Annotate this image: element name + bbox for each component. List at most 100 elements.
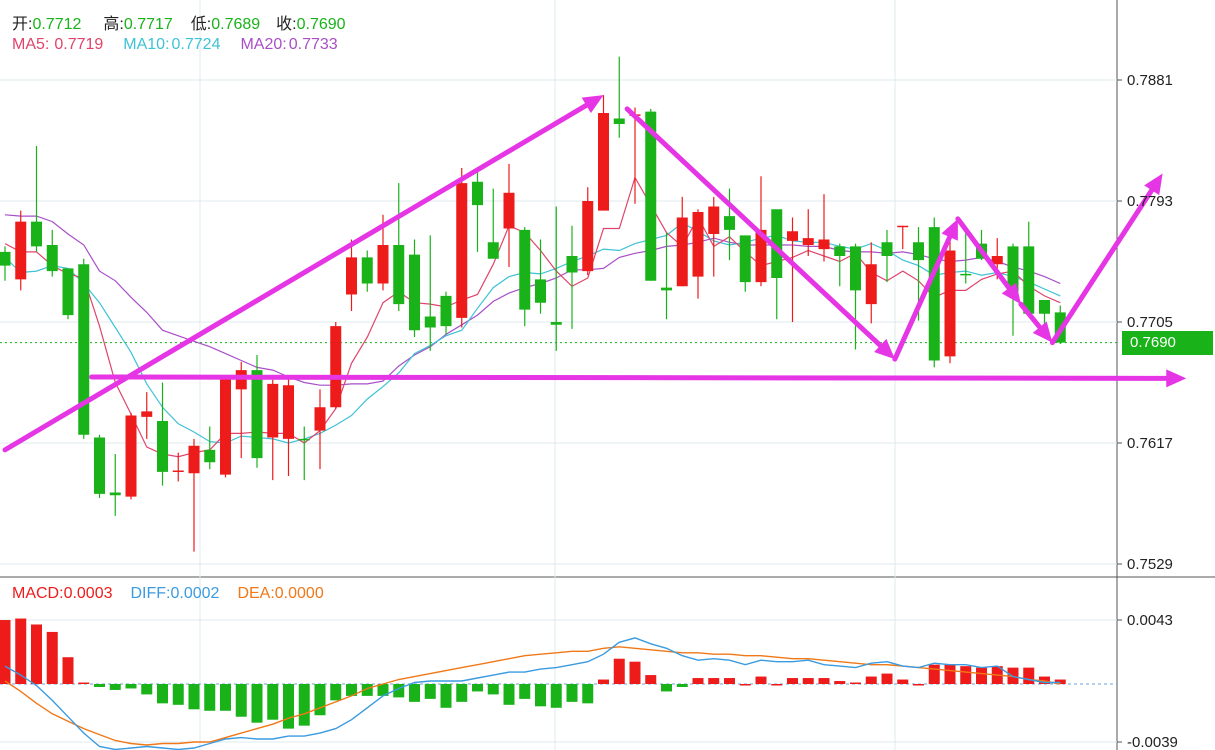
dea-line [4,646,1061,746]
candle-body [188,445,200,474]
macd-bar [393,684,405,698]
macd-bar [629,661,641,684]
macd-bar [928,664,940,684]
candle-body [850,246,861,291]
price-tick-label: 0.7793 [1127,193,1173,210]
candle-body [409,254,420,331]
macd-bar [31,624,42,684]
macd-bar [141,684,153,695]
dea-label: DEA: [237,585,275,602]
candle-body [46,245,58,272]
candle [897,225,909,250]
candle-body [235,370,247,390]
macd-bar [897,679,909,684]
ma-header: MA5: 0.7719 MA10: 0.7724 MA20: 0.7733 [12,36,338,54]
macd-bar [582,684,594,704]
candle [298,426,310,481]
candle [157,382,168,486]
candle [220,375,231,478]
candle [31,146,42,252]
price-axis: 0.7881 0.7793 0.7705 0.7617 0.7529 0.0043 -0.0… [1117,72,1178,750]
macd-bar [535,684,546,707]
candle-body [1007,246,1019,292]
ma20-value: 0.7733 [288,36,338,53]
candle-body [661,287,672,291]
ma10-line [4,222,1061,444]
macd-bar [645,675,657,684]
macd-bar [881,673,893,684]
trend-arrow [955,216,1021,305]
macd-bar [346,684,357,696]
macd-bar [1054,679,1066,684]
arrow-shaft [892,234,953,362]
candle-body [960,273,972,276]
macd-bar [913,684,924,686]
arrow-head [874,338,895,360]
candle [739,235,751,292]
candle-body [109,492,121,496]
candle [708,196,720,277]
macd-bar [976,667,987,684]
high-label: 高: [103,16,124,33]
arrow-head [1032,321,1053,343]
candle [787,217,798,322]
arrow-head [1144,173,1163,196]
candle [283,378,294,476]
candle [78,258,90,439]
macd-tick-label: 0.0043 [1127,612,1173,629]
macd-bar [78,682,90,685]
trend-arrow [2,95,604,453]
candle-body [62,268,74,316]
macd-bar [771,684,783,686]
macd-bar [739,684,751,686]
ma5-line [4,176,1061,458]
moving-average-lines [4,176,1061,458]
macd-histogram [0,618,1066,729]
candle [834,243,846,287]
candle-body [944,250,956,357]
macd-lines [4,637,1061,750]
macd-bar [598,679,609,684]
ohlc-header: 开:0.7712 高:0.7717 低:0.7689 收:0.7690 [12,10,346,34]
candle-body [519,229,531,310]
candle-body [393,245,405,305]
macd-bar [960,666,972,684]
candle-body [708,206,720,234]
low-label: 低: [190,16,212,33]
candle-body [487,242,499,259]
price-tick-label: 0.7617 [1127,435,1173,452]
candle [944,236,956,364]
ma5-label: MA5: [12,36,50,53]
candle-body [692,212,704,277]
macd-bar [487,684,499,695]
diff-value: 0.0002 [170,585,220,602]
candle-body [172,470,184,472]
candle [472,168,483,252]
candlestick-series [0,56,1066,552]
macd-bar [0,620,11,684]
candle [204,426,216,470]
candle-body [346,257,357,295]
candle-body [1023,246,1035,314]
ma10-label: MA10: [123,36,170,53]
candle [661,232,672,320]
price-tick-label: 0.7881 [1127,72,1173,89]
macd-bar [944,664,956,684]
candle [503,163,515,267]
candle-body [787,231,798,241]
candle-body [472,181,483,206]
macd-bar [472,684,483,692]
current-price-label: 0.7690 [1122,331,1213,355]
macd-bar [724,678,735,684]
candle-body [913,242,924,261]
candle [802,209,814,256]
macd-bar [46,631,58,684]
candle-body [141,411,153,417]
candle-body [204,449,216,463]
candle [440,291,452,335]
open-value: 0.7712 [32,16,82,33]
macd-bar [283,684,294,729]
candle-body [94,437,105,494]
candle [771,209,783,320]
